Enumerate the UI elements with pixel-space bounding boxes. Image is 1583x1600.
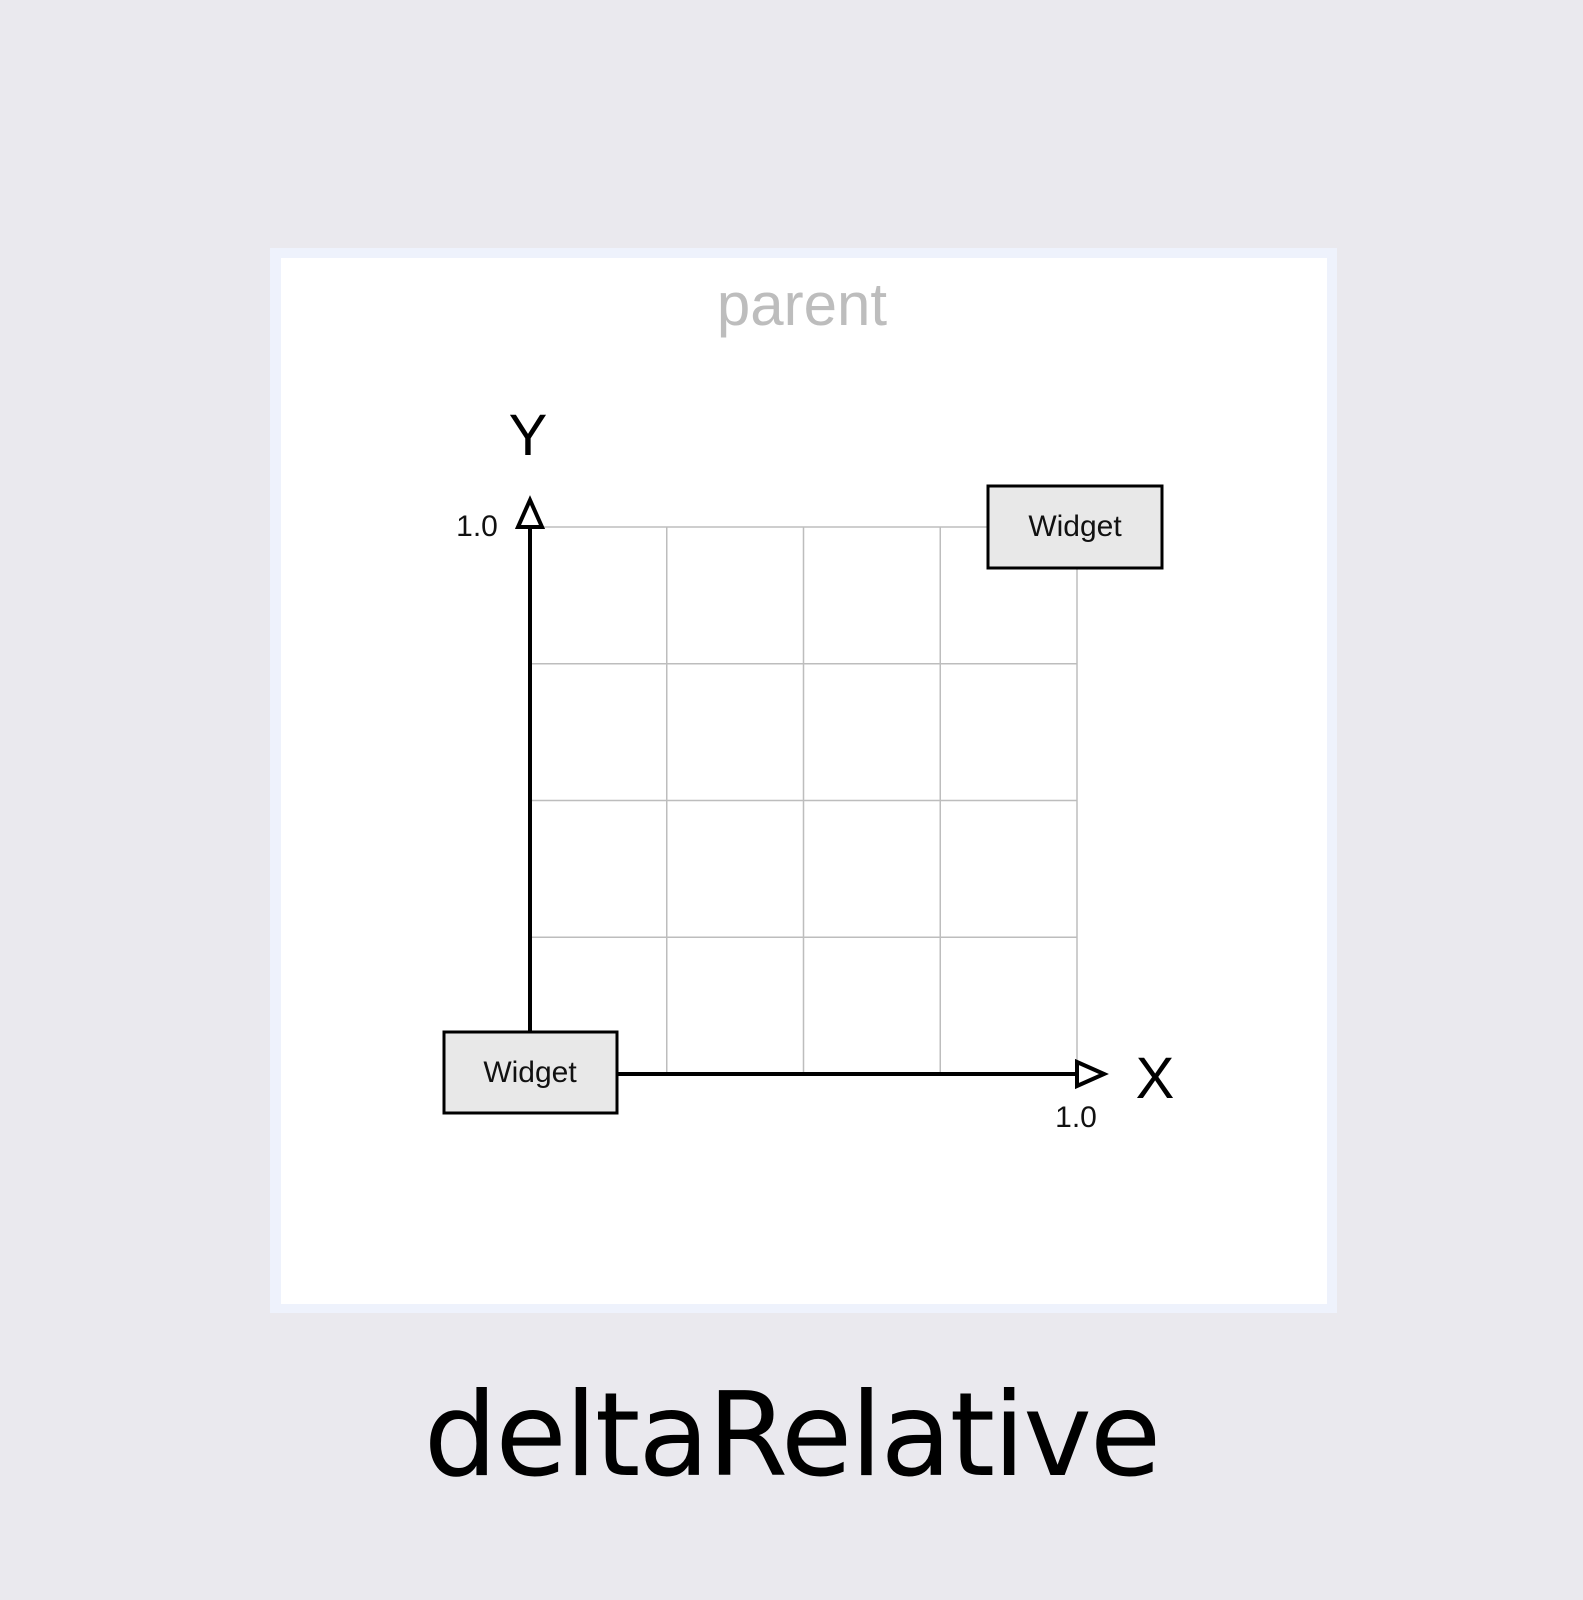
widget-end-label: Widget — [1028, 510, 1122, 543]
grid — [529, 526, 1078, 1075]
widget-start: Widget — [442, 1030, 619, 1115]
widget-end: Widget — [986, 484, 1164, 570]
caption: deltaRelative — [423, 1368, 1162, 1503]
x-axis-arrow-icon — [1075, 1058, 1109, 1090]
x-axis-label: X — [1136, 1046, 1175, 1111]
y-axis-label: Y — [509, 403, 548, 468]
x-tick-label: 1.0 — [1055, 1101, 1097, 1134]
widget-start-label: Widget — [483, 1056, 577, 1089]
y-tick-label: 1.0 — [456, 510, 498, 543]
y-axis-arrow-icon — [514, 495, 546, 529]
parent-label: parent — [717, 271, 887, 338]
